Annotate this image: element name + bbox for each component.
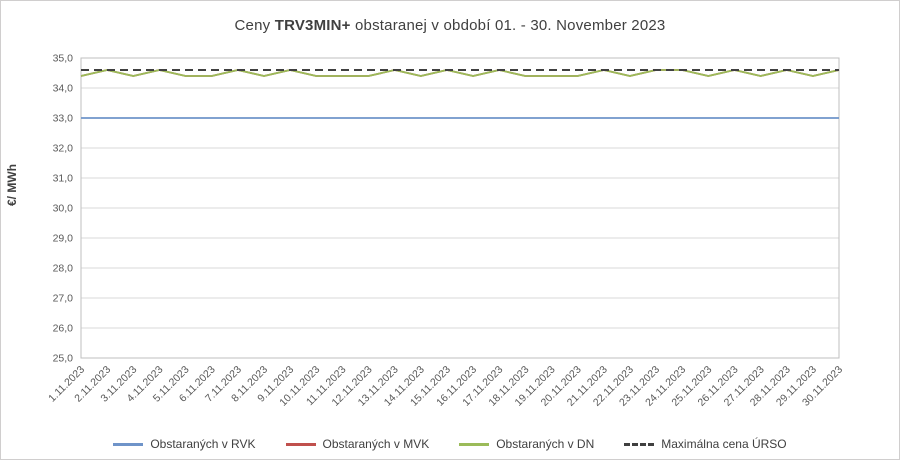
legend-label-2: Obstaraných v DN [496, 437, 595, 451]
plot-border [80, 57, 840, 359]
legend-item-0: Obstaraných v RVK [113, 437, 256, 451]
y-tick-label: 25,0 [53, 353, 74, 365]
legend-item-2: Obstaraných v DN [459, 437, 594, 451]
y-tick-label: 28,0 [53, 263, 74, 275]
chart-legend: Obstaraných v RVK Obstaraných v MVK Obstar… [1, 437, 899, 451]
legend-item-3: Maximálna cena ÚRSO [624, 437, 787, 451]
legend-swatch-3 [624, 442, 655, 446]
plot-area: 25,0 26,0 27,0 28,0 29,0 30,0 31,0 32,0 33,0 34,0… [46, 53, 845, 409]
y-tick-label: 32,0 [53, 143, 74, 155]
y-tick-label: 31,0 [53, 173, 74, 185]
legend-label-1: Obstaraných v MVK [322, 437, 430, 451]
series-line-2 [80, 69, 840, 77]
y-tick-label: 33,0 [53, 113, 74, 125]
legend-item-1: Obstaraných v MVK [285, 437, 430, 451]
y-tick-label: 35,0 [53, 53, 74, 65]
legend-swatch-2 [459, 442, 490, 446]
chart-title-bold: TRV3MIN+ [274, 17, 351, 34]
legend-swatch-0 [113, 442, 144, 446]
legend-label-3: Maximálna cena ÚRSO [661, 437, 787, 451]
y-tick-label: 34,0 [53, 83, 74, 95]
chart-title-prefix: Ceny [234, 17, 275, 34]
legend-label-0: Obstaraných v RVK [150, 437, 256, 451]
y-tick-label: 30,0 [53, 203, 74, 215]
y-tick-label: 27,0 [53, 293, 74, 305]
chart-title: Ceny TRV3MIN+ obstaranej v období 01. - … [1, 17, 899, 34]
y-tick-label: 29,0 [53, 233, 74, 245]
legend-swatch-1 [285, 442, 316, 446]
chart-title-suffix: obstaranej v období 01. - 30. November 2… [350, 17, 666, 34]
y-tick-label: 26,0 [53, 323, 74, 335]
